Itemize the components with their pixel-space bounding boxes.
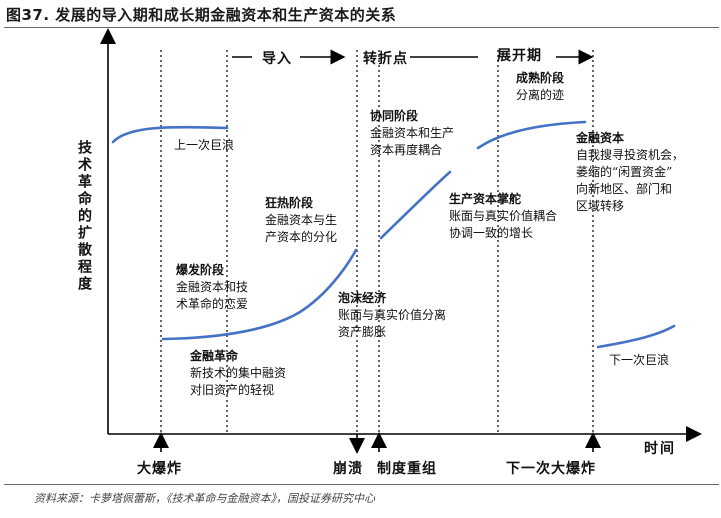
maturity-curve [476,120,587,150]
fin-capital-line4: 区域转移 [576,199,625,213]
phase-turning-point-label: 转折点 [363,51,408,67]
fin-capital-heading: 金融资本 [576,131,625,145]
irruption-line1: 金融资本和技 [176,280,249,294]
bubble-annotation: 泡沫经济 账面与真实价值分离 资产膨胀 [338,290,446,341]
title-divider [4,27,719,28]
phase-installation-label: 导入 [262,51,292,67]
synergy-heading: 协同阶段 [370,109,419,123]
synergy-annotation: 协同阶段 金融资本和生产 资本再度耦合 [370,108,454,159]
frenzy-line1: 金融资本与生 [265,213,338,227]
synergy-line2: 资本再度耦合 [370,143,443,157]
bubble-line1: 账面与真实价值分离 [338,308,447,322]
synergy-line1: 金融资本和生产 [370,126,455,140]
event-collapse: 崩溃 [333,461,363,477]
fin-capital-annotation: 金融资本 自我搜寻投资机会， 萎缩的“闲置资金” 向新地区、部门和 区域转移 [576,130,684,215]
event-big-bang: 大爆炸 [137,461,182,477]
source-divider [4,484,719,485]
maturity-heading: 成熟阶段 [516,71,565,85]
bubble-line2: 资产膨胀 [338,325,387,339]
next-wave-label: 下一次巨浪 [609,353,670,367]
event-next-big-bang: 下一次大爆炸 [506,461,596,477]
prod-capital-annotation: 生产资本掌舵 账面与真实价值耦合 协调一致的增长 [449,191,557,242]
bubble-heading: 泡沫经济 [338,291,387,305]
diffusion-curves [111,120,676,349]
fin-capital-line3: 向新地区、部门和 [576,182,673,196]
phase-deployment-label: 展开期 [497,48,542,64]
fin-capital-line1: 自我搜寻投资机会， [576,148,685,162]
frenzy-heading: 狂热阶段 [265,196,314,210]
deployment-curve [379,170,452,240]
fin-revolution-line2: 对旧资产的轻视 [190,383,275,397]
irruption-line2: 术革命的恋爱 [176,297,249,311]
fin-revolution-annotation: 金融革命 新技术的集中融资 对旧资产的轻视 [190,348,286,399]
source-note: 资料来源：卡萝塔佩蕾斯，《技术革命与金融资本》，国投证券研究中心 [34,492,375,505]
maturity-annotation: 成熟阶段 分离的迹 [516,70,564,104]
x-axis-label: 时间 [644,441,676,457]
guide-lines [160,50,594,434]
fin-revolution-heading: 金融革命 [190,349,239,363]
frenzy-line2: 产资本的分化 [265,230,338,244]
figure-title: 图37. 发展的导入期和成长期金融资本和生产资本的关系 [6,6,397,24]
fin-capital-line2: 萎缩的“闲置资金” [576,165,673,179]
irruption-annotation: 爆发阶段 金融资本和技 术革命的恋爱 [176,262,248,313]
next-wave-curve [596,324,676,349]
prev-wave-curve [111,125,229,144]
maturity-line1: 分离的迹 [516,88,565,102]
event-restructuring: 制度重组 [377,461,437,477]
prev-wave-label: 上一次巨浪 [174,138,235,152]
fin-revolution-line1: 新技术的集中融资 [190,366,287,380]
prod-capital-line2: 协调一致的增长 [449,226,534,240]
prod-capital-heading: 生产资本掌舵 [449,192,522,206]
y-axis-label: 技术革命的扩散程度 [76,140,92,293]
irruption-heading: 爆发阶段 [176,263,225,277]
prod-capital-line1: 账面与真实价值耦合 [449,209,558,223]
installation-curve [161,248,358,341]
frenzy-annotation: 狂热阶段 金融资本与生 产资本的分化 [265,195,337,246]
